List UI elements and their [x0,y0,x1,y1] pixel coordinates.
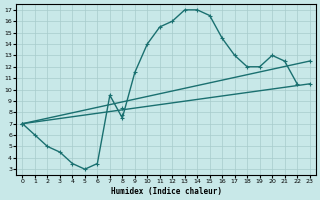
X-axis label: Humidex (Indice chaleur): Humidex (Indice chaleur) [110,187,221,196]
